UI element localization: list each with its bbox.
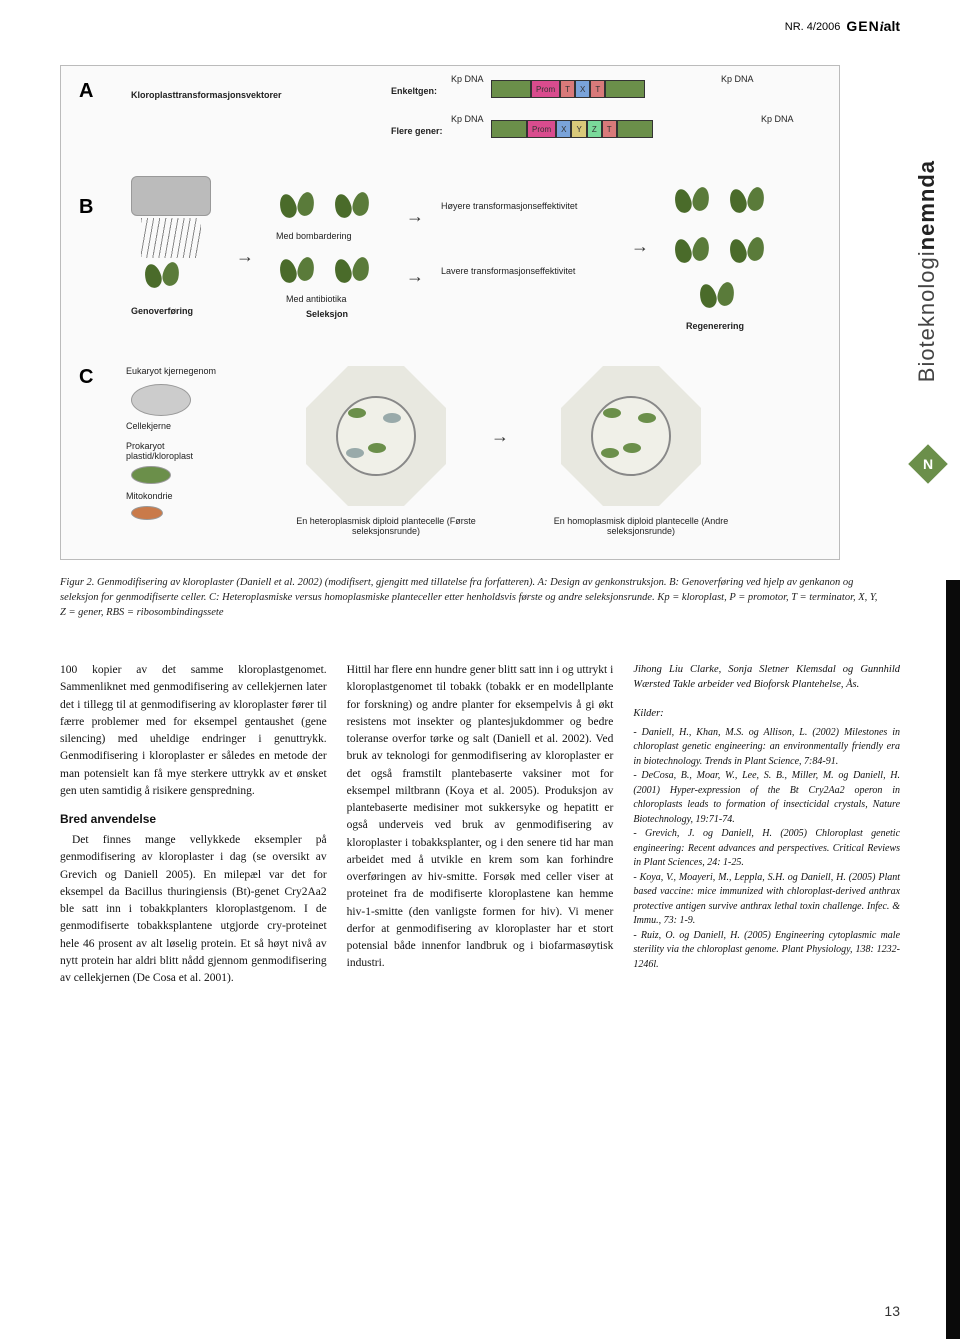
bombardment-beam	[141, 218, 201, 258]
gene-construct-single: Prom T X T	[491, 80, 645, 98]
fig-kpdna-4: Kp DNA	[761, 114, 794, 124]
column-3-references: Jihong Liu Clarke, Sonja Sletner Klemsda…	[633, 662, 900, 987]
col1-para2: Det finnes mange vellykkede eksempler på…	[60, 832, 327, 987]
cell-heteroplasmic	[306, 366, 446, 506]
fig-label-hoyere: Høyere transformasjonseffektivitet	[441, 201, 641, 211]
nucleus-icon	[131, 384, 191, 416]
reference-item: - Ruiz, O. og Daniell, H. (2005) Enginee…	[633, 929, 900, 973]
column-1: 100 kopier av det samme kloroplastgenome…	[60, 662, 327, 987]
fig-label-antibiotika: Med antibiotika	[286, 294, 347, 304]
leaf-target	[141, 256, 191, 296]
fig-label-bombardering: Med bombardering	[276, 231, 352, 241]
panel-c-label: C	[79, 366, 93, 389]
chloroplast-icon	[131, 466, 171, 484]
sidebar-logo-icon: N	[908, 444, 948, 484]
sidebar-org-name: Bioteknologinemnda	[914, 160, 940, 382]
leaf-regen-2	[726, 181, 776, 221]
arrow-icon-4: →	[631, 236, 649, 257]
panel-a-label: A	[79, 80, 93, 103]
leaf-row-1b	[331, 186, 381, 226]
leaf-regen-3	[671, 231, 721, 271]
page-edge-strip	[946, 580, 960, 1339]
mitochondria-icon	[131, 506, 163, 520]
article-body: 100 kopier av det samme kloroplastgenome…	[60, 662, 900, 987]
fig-label-vectors: Kloroplasttransformasjonsvektorer	[131, 90, 282, 100]
arrow-icon-2: →	[406, 206, 424, 227]
fig-label-homo: En homoplasmisk diploid plantecelle (And…	[541, 516, 741, 536]
leaf-regen-5	[696, 276, 746, 316]
fig-label-seleksjon: Seleksjon	[306, 309, 348, 319]
fig-label-cellekjerne: Cellekjerne	[126, 421, 171, 431]
fig-kpdna-3: Kp DNA	[451, 114, 484, 124]
reference-item: - Koya, V., Moayeri, M., Leppla, S.H. og…	[633, 871, 900, 929]
leaf-row-2b	[331, 251, 381, 291]
fig-label-lavere: Lavere transformasjonseffektivitet	[441, 266, 641, 276]
fig-label-genoverforing: Genoverføring	[131, 306, 193, 316]
leaf-row-2a	[276, 251, 326, 291]
fig-label-regenerering: Regenerering	[686, 321, 744, 331]
leaf-regen-1	[671, 181, 721, 221]
references-heading: Kilder:	[633, 706, 900, 721]
leaf-regen-4	[726, 231, 776, 271]
reference-item: - DeCosa, B., Moar, W., Lee, S. B., Mill…	[633, 769, 900, 827]
reference-item: - Daniell, H., Khan, M.S. og Allison, L.…	[633, 726, 900, 770]
leaf-row-1a	[276, 186, 326, 226]
fig-label-hetero: En heteroplasmisk diploid plantecelle (F…	[286, 516, 486, 536]
gene-gun-icon	[131, 176, 211, 216]
author-affiliation: Jihong Liu Clarke, Sonja Sletner Klemsda…	[633, 662, 900, 692]
page-header: NR. 4/2006 GENialt	[785, 18, 900, 36]
fig-kpdna-2: Kp DNA	[721, 74, 754, 84]
gene-construct-multi: Prom X Y Z T	[491, 120, 653, 138]
col1-heading: Bred anvendelse	[60, 810, 327, 828]
panel-b-label: B	[79, 196, 93, 219]
reference-item: - Grevich, J. og Daniell, H. (2005) Chlo…	[633, 827, 900, 871]
journal-logo: GENialt	[846, 18, 900, 36]
figure-2: A Kloroplasttransformasjonsvektorer Enke…	[60, 65, 840, 560]
arrow-icon-5: →	[491, 426, 509, 447]
cell-homoplasmic	[561, 366, 701, 506]
col1-para1: 100 kopier av det samme kloroplastgenome…	[60, 662, 327, 800]
page-number: 13	[884, 1303, 900, 1319]
fig-label-eukaryot: Eukaryot kjernegenom	[126, 366, 216, 376]
column-2: Hittil har flere enn hundre gener blitt …	[347, 662, 614, 987]
fig-label-mito: Mitokondrie	[126, 491, 173, 501]
arrow-icon: →	[236, 246, 254, 267]
col2-para1: Hittil har flere enn hundre gener blitt …	[347, 662, 614, 973]
fig-kpdna-1: Kp DNA	[451, 74, 484, 84]
issue-number: NR. 4/2006	[785, 21, 841, 33]
arrow-icon-3: →	[406, 266, 424, 287]
fig-label-enkeltgen: Enkeltgen:	[391, 86, 437, 96]
fig-label-prokaryot: Prokaryot plastid/kloroplast	[126, 441, 226, 461]
figure-2-caption: Figur 2. Genmodifisering av kloroplaster…	[60, 575, 880, 621]
fig-label-fleregener: Flere gener:	[391, 126, 443, 136]
